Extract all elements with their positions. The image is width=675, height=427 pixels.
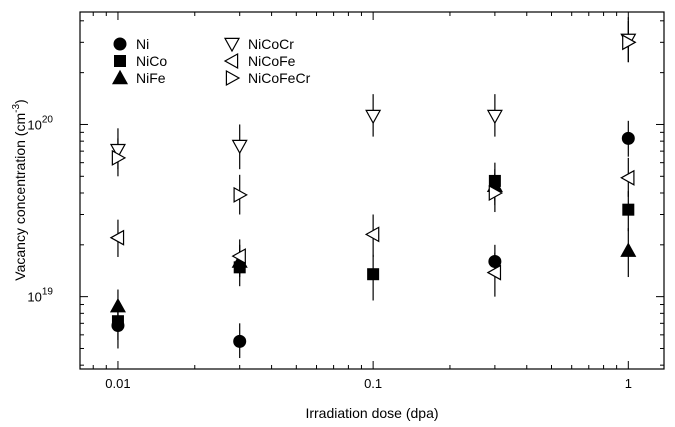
marker-nicocr <box>486 109 503 125</box>
marker-ni <box>233 334 247 348</box>
plot-frame <box>79 11 665 370</box>
y-axis-label-close: ) <box>12 99 28 104</box>
y-axis-label-exponent: -3 <box>11 104 22 113</box>
marker-nicofe <box>231 248 246 265</box>
marker-nicofe <box>364 226 380 243</box>
legend-label-nicofecr: NiCoFeCr <box>248 70 311 86</box>
marker-nife <box>109 297 126 313</box>
error-bars <box>117 17 629 359</box>
legend-marker-nicocr <box>223 37 241 53</box>
marker-nicofe <box>486 264 502 281</box>
legend-marker-nife <box>111 69 129 85</box>
legend-marker-nicofecr <box>225 69 241 87</box>
marker-nicofe <box>109 229 125 246</box>
legend-label-nicofe: NiCoFe <box>248 53 296 69</box>
ticks: 0.01 0.1 1 1019 1020 <box>27 12 664 391</box>
marker-nicofecr <box>488 184 504 202</box>
marker-nicofecr <box>111 149 127 166</box>
marker-nico <box>622 203 635 216</box>
marker-nicofecr <box>233 186 248 203</box>
marker-ni <box>488 255 502 269</box>
data-markers <box>109 33 637 348</box>
x-axis-label: Irradiation dose (dpa) <box>305 405 438 421</box>
legend-label-nico: NiCo <box>136 53 167 69</box>
x-tick-label: 0.1 <box>364 376 382 391</box>
y-axis-label-main: Vacancy concentration (cm <box>12 113 28 281</box>
x-tick-label: 1 <box>625 376 632 391</box>
legend-label-nife: NiFe <box>136 70 166 86</box>
legend-marker-nico <box>114 55 126 67</box>
marker-nico <box>367 268 380 281</box>
legend-marker-ni <box>113 37 127 51</box>
y-axis-label: Vacancy concentration (cm-3) <box>11 99 28 280</box>
marker-ni <box>621 131 635 145</box>
x-tick-label: 0.01 <box>105 376 130 391</box>
marker-nicofecr <box>622 34 637 51</box>
marker-nicocr <box>109 143 126 159</box>
marker-nico <box>111 315 124 328</box>
legend-label-ni: Ni <box>136 36 149 52</box>
y-tick-label: 1020 <box>27 114 53 132</box>
marker-nife <box>620 242 637 257</box>
marker-nicocr <box>231 139 248 155</box>
y-tick-label: 1019 <box>27 287 53 305</box>
marker-nicocr <box>365 109 382 125</box>
legend-marker-nicofe <box>223 52 239 70</box>
marker-nicofe <box>620 169 635 186</box>
legend-label-nicocr: NiCoCr <box>248 36 294 52</box>
